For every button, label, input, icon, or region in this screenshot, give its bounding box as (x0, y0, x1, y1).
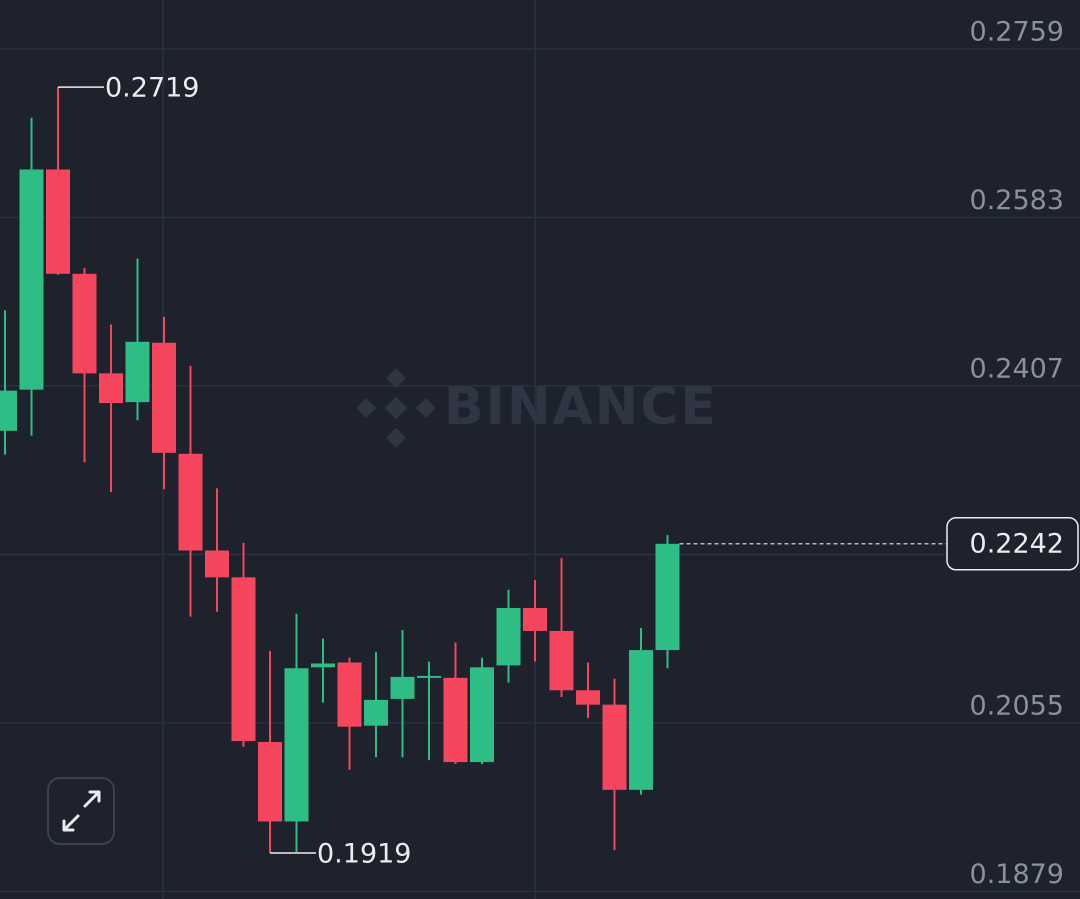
candle-body (258, 741, 282, 822)
candle-body (125, 341, 150, 403)
candles (0, 87, 680, 854)
candle-body (576, 690, 600, 705)
candle-body (0, 390, 17, 431)
candle-body (178, 453, 203, 551)
candle-body (602, 704, 627, 790)
candle-body (523, 607, 547, 631)
candle-body (99, 373, 123, 404)
candle-body (311, 663, 335, 668)
y-tick-label: 0.2407 (970, 353, 1064, 384)
y-tick-label: 0.2055 (970, 690, 1064, 721)
y-tick-label: 0.2759 (970, 16, 1064, 47)
candle-body (72, 273, 97, 374)
candle-body (443, 677, 468, 763)
annotations: 0.2719 0.1919 0.2242 (58, 73, 1079, 870)
candle-body (19, 169, 44, 390)
candle-body (152, 342, 176, 453)
candle-body (364, 699, 388, 726)
y-tick-label: 0.1879 (970, 859, 1064, 890)
candle-body (496, 607, 521, 666)
candle-body (470, 667, 494, 763)
candle-body (231, 577, 256, 742)
candle-body (655, 543, 680, 651)
y-tick-label: 0.2583 (970, 185, 1064, 216)
last-price-label: 0.2242 (970, 528, 1064, 559)
grid (0, 48, 1080, 893)
candle-body (549, 630, 574, 691)
expand-icon[interactable] (62, 790, 101, 832)
candle-body (205, 550, 229, 578)
candle-body (390, 676, 415, 699)
candle-body (46, 169, 70, 274)
watermark-text: BINANCE (444, 377, 718, 437)
candle-body (337, 662, 362, 727)
expand-button-frame[interactable] (47, 777, 115, 845)
candle-body (284, 668, 309, 822)
high-label: 0.2719 (105, 73, 199, 104)
last-price-badge (946, 517, 1079, 571)
candle-body (417, 675, 441, 678)
low-label: 0.1919 (317, 839, 411, 870)
candle-body (629, 650, 653, 790)
expand-button[interactable] (47, 777, 115, 845)
